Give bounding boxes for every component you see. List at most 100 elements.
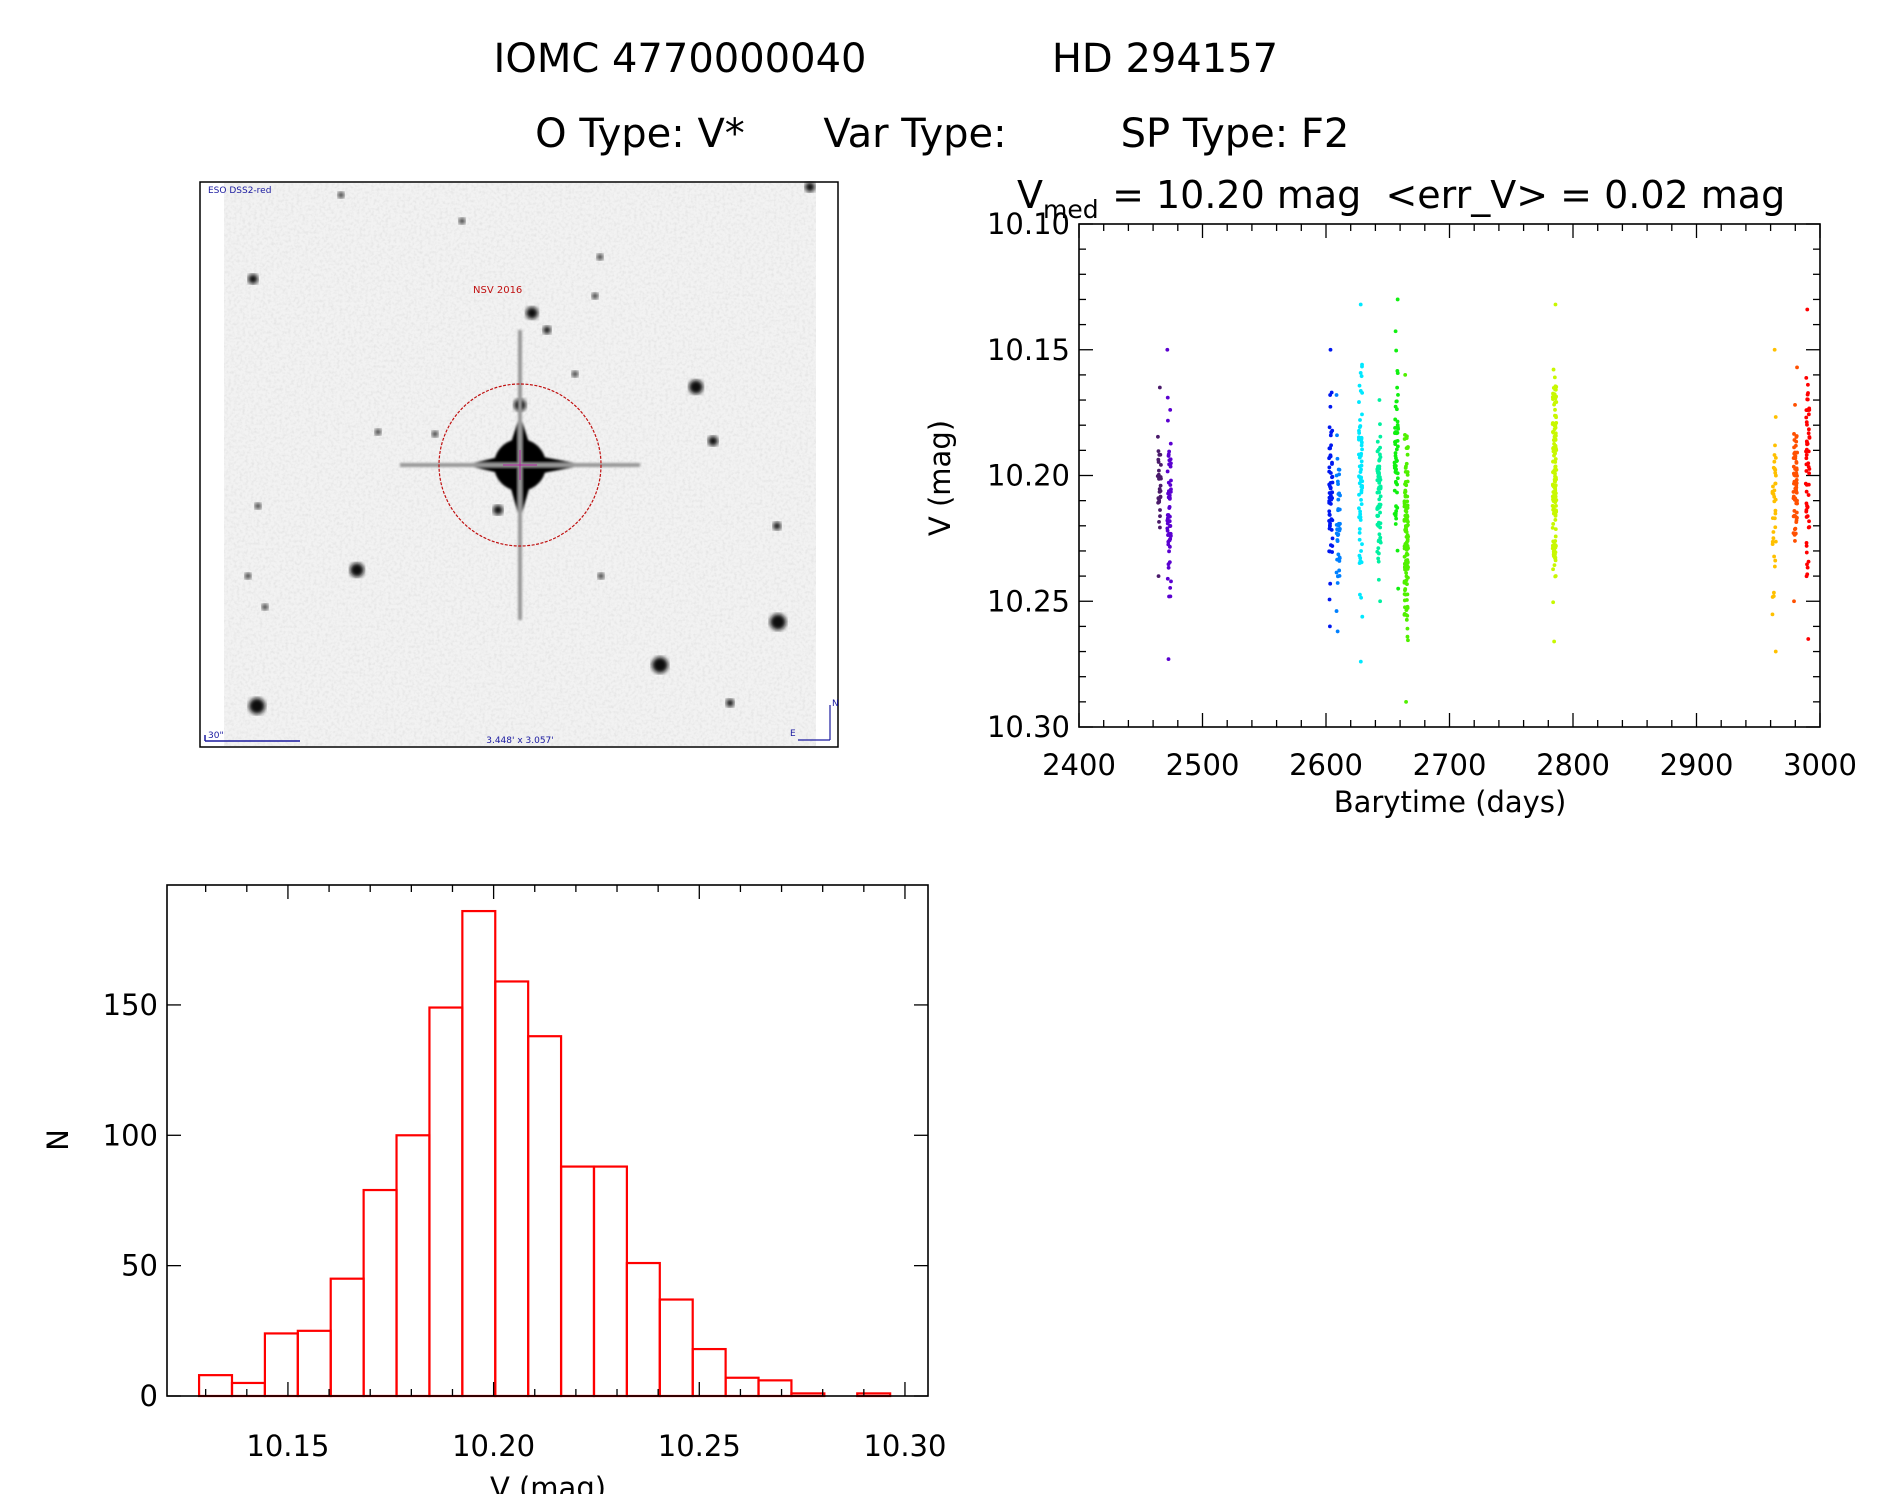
lc-point [1359,502,1364,507]
lc-point [1395,297,1400,302]
histogram-axis-ticks: 0 50 100 150 10.15 10.20 10.25 10.30 [103,885,946,1463]
lc-point [1336,482,1340,486]
lc-point [1550,525,1555,530]
lc-point [1793,526,1798,531]
lc-point [1378,510,1382,515]
lc-point [1804,375,1809,380]
lc-point [1167,560,1172,565]
lc-point [1167,505,1172,509]
lc-point [1404,461,1409,466]
lc-point [1404,513,1409,518]
lc-point [1806,427,1811,432]
lc-point [1165,521,1170,526]
lc-ylabel: V (mag) [923,420,957,536]
lc-point [1770,612,1775,617]
lc-point [1772,347,1777,352]
lc-point [1403,516,1408,521]
lc-point [1805,504,1810,509]
object-label: NSV 2016 [473,285,522,296]
lc-point [1772,453,1777,457]
lc-point [1327,513,1332,517]
lc-point [1553,558,1558,563]
lc-point [1804,469,1809,473]
lc-point [1393,522,1398,526]
lc-point [1330,550,1335,554]
lc-point [1358,418,1362,422]
lc-point [1804,449,1808,454]
y-tick-label: 150 [103,988,158,1022]
lc-point [1394,504,1398,509]
star [592,293,598,299]
lc-point [1377,398,1382,402]
lc-point [1553,464,1558,469]
star [770,614,786,630]
lc-point [1158,514,1162,519]
lc-point [1794,466,1799,471]
lc-point [1167,458,1172,463]
lc-point [1166,657,1171,661]
lc-point [1395,444,1400,449]
lc-point [1157,519,1161,524]
lc-point [1393,511,1398,516]
lc-point [1329,390,1334,395]
lc-point [1375,490,1380,495]
lc-point [1165,513,1170,517]
lc-point [1405,592,1410,597]
lc-point [1357,553,1362,558]
x-tick-label: 10.25 [658,1429,741,1463]
histogram-bar [296,1329,332,1398]
lc-point [1403,567,1408,572]
lc-point [1552,485,1557,490]
compass-icon: N E [790,699,839,741]
star [350,563,364,577]
star [255,503,261,509]
lc-point [1360,479,1365,484]
lc-point [1327,597,1332,602]
lc-point [1770,516,1775,521]
y-tick-label: 50 [121,1249,158,1283]
lc-point [1771,484,1775,489]
lc-point [1376,465,1380,470]
histogram-bar [263,1332,299,1398]
lc-point [1553,387,1558,392]
lc-point [1359,459,1364,464]
lc-point [1329,443,1333,448]
lc-point [1378,525,1383,530]
histogram-bar [395,1134,431,1398]
lc-point [1552,392,1557,397]
lc-point [1805,408,1810,412]
lc-point [1807,519,1811,524]
lc-point [1360,483,1365,488]
lc-point [1773,508,1778,513]
lc-point [1553,513,1558,518]
lc-point [1791,494,1796,499]
lc-point [1395,548,1400,553]
lc-point [1405,503,1410,508]
lc-point [1554,503,1558,508]
lc-axis-ticks: 2400 2500 2600 2700 2800 2900 3000 10.10 10.15 10… [987,207,1857,782]
histogram-bar [362,1188,398,1398]
y-tick-label: 100 [103,1118,158,1152]
lc-point [1806,449,1811,454]
lc-point [1375,549,1380,554]
lc-point [1805,392,1810,397]
lc-point [1404,534,1409,539]
lc-point [1327,425,1332,430]
lc-point [1773,558,1778,563]
lc-point [1335,581,1340,585]
lc-point [1794,459,1799,464]
lc-point [1805,514,1810,518]
lc-point [1405,472,1410,477]
lc-point [1357,455,1362,460]
lc-point [1165,528,1170,533]
lc-point [1335,433,1339,438]
lc-point [1358,476,1363,480]
lc-point [1328,486,1333,491]
lc-point [1359,595,1364,600]
lc-point [1553,574,1558,579]
lc-point [1770,491,1775,496]
lc-point [1378,434,1383,439]
lc-point [1329,528,1334,532]
x-tick-label: 2900 [1660,748,1734,782]
